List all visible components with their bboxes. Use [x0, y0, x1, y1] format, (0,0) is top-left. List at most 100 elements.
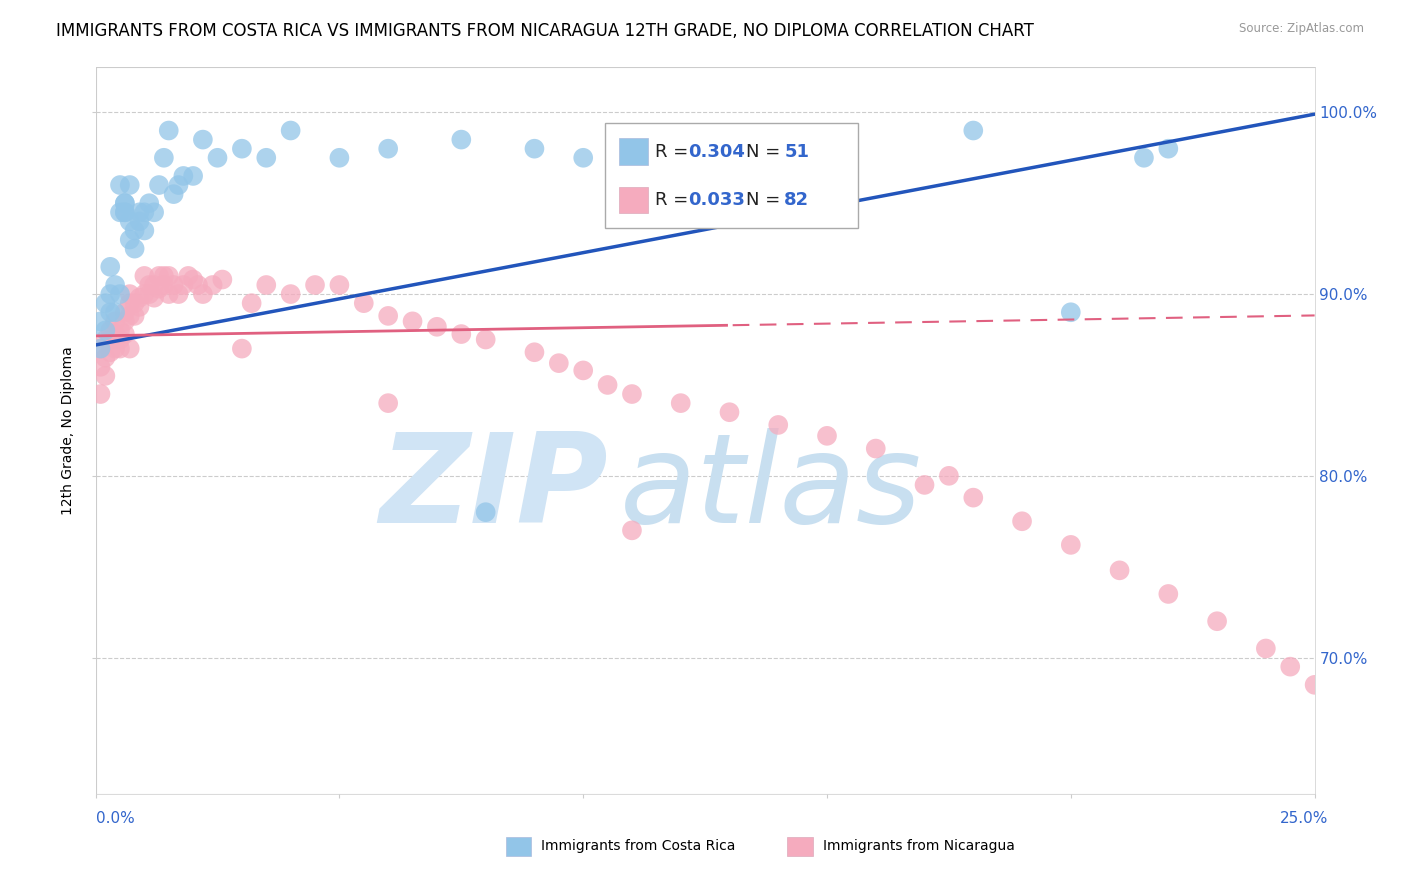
Point [1254, 641, 1277, 656]
Point [89, 359, 111, 374]
Point [118, 233, 141, 247]
Text: 51: 51 [785, 143, 810, 161]
Point [89, 387, 111, 401]
Point [148, 178, 170, 192]
Point [157, 268, 180, 283]
Point [254, 278, 277, 293]
Point [94, 323, 117, 337]
Point [98, 305, 121, 319]
Point [104, 305, 127, 319]
Point [89, 342, 111, 356]
Point [181, 169, 204, 183]
Point [118, 287, 141, 301]
Point [138, 196, 160, 211]
Point [207, 151, 229, 165]
Point [128, 300, 150, 314]
Point [914, 478, 936, 492]
Point [124, 309, 146, 323]
Point [962, 123, 984, 137]
Point [148, 282, 170, 296]
Point [89, 314, 111, 328]
Point [124, 296, 146, 310]
Point [162, 278, 184, 293]
Point [474, 505, 496, 519]
Point [187, 278, 209, 293]
Text: 0.0%: 0.0% [96, 812, 135, 826]
Point [134, 223, 156, 237]
Point [1206, 614, 1229, 628]
Point [118, 214, 141, 228]
Point [1157, 142, 1180, 156]
Point [231, 142, 253, 156]
Point [134, 268, 156, 283]
Text: 0.033: 0.033 [689, 191, 745, 209]
Text: N =: N = [745, 191, 786, 209]
Point [114, 205, 136, 219]
Point [669, 396, 692, 410]
Point [181, 272, 204, 286]
Text: Immigrants from Nicaragua: Immigrants from Nicaragua [823, 838, 1014, 853]
Point [143, 278, 166, 293]
Point [523, 142, 546, 156]
Point [191, 133, 214, 147]
Point [138, 278, 160, 293]
Point [1060, 538, 1083, 552]
Point [108, 323, 131, 337]
Point [114, 327, 136, 342]
Point [353, 296, 375, 310]
Point [104, 278, 127, 293]
Point [108, 205, 131, 219]
Point [1108, 563, 1130, 577]
Point [167, 287, 190, 301]
Point [547, 356, 569, 370]
Point [148, 268, 170, 283]
Point [98, 345, 121, 359]
Point [191, 287, 214, 301]
Point [128, 205, 150, 219]
Point [89, 342, 111, 356]
Point [718, 405, 741, 419]
Point [108, 333, 131, 347]
Point [377, 142, 399, 156]
Point [172, 278, 194, 293]
Point [962, 491, 984, 505]
Point [104, 342, 127, 356]
Point [377, 396, 399, 410]
Text: R =: R = [655, 191, 693, 209]
Point [94, 351, 117, 365]
Point [201, 278, 224, 293]
Point [815, 133, 838, 147]
Point [177, 268, 200, 283]
Point [153, 151, 176, 165]
Point [240, 296, 263, 310]
Point [157, 287, 180, 301]
Point [254, 151, 277, 165]
Point [1011, 514, 1033, 528]
Point [143, 205, 166, 219]
Point [134, 287, 156, 301]
Point [153, 268, 176, 283]
Point [118, 296, 141, 310]
Point [328, 278, 350, 293]
Text: 25.0%: 25.0% [1281, 812, 1329, 826]
Point [280, 287, 302, 301]
Point [94, 368, 117, 383]
Point [1060, 305, 1083, 319]
Point [768, 417, 790, 432]
Point [938, 468, 960, 483]
Point [138, 287, 160, 301]
Point [304, 278, 326, 293]
Text: N =: N = [745, 143, 786, 161]
Point [172, 169, 194, 183]
Y-axis label: 12th Grade, No Diploma: 12th Grade, No Diploma [62, 346, 76, 515]
Point [450, 133, 472, 147]
Point [98, 323, 121, 337]
Point [1279, 659, 1302, 673]
Point [118, 178, 141, 192]
Point [98, 287, 121, 301]
Point [124, 242, 146, 256]
Point [114, 314, 136, 328]
Text: 82: 82 [785, 191, 810, 209]
Point [572, 151, 595, 165]
Point [1157, 587, 1180, 601]
